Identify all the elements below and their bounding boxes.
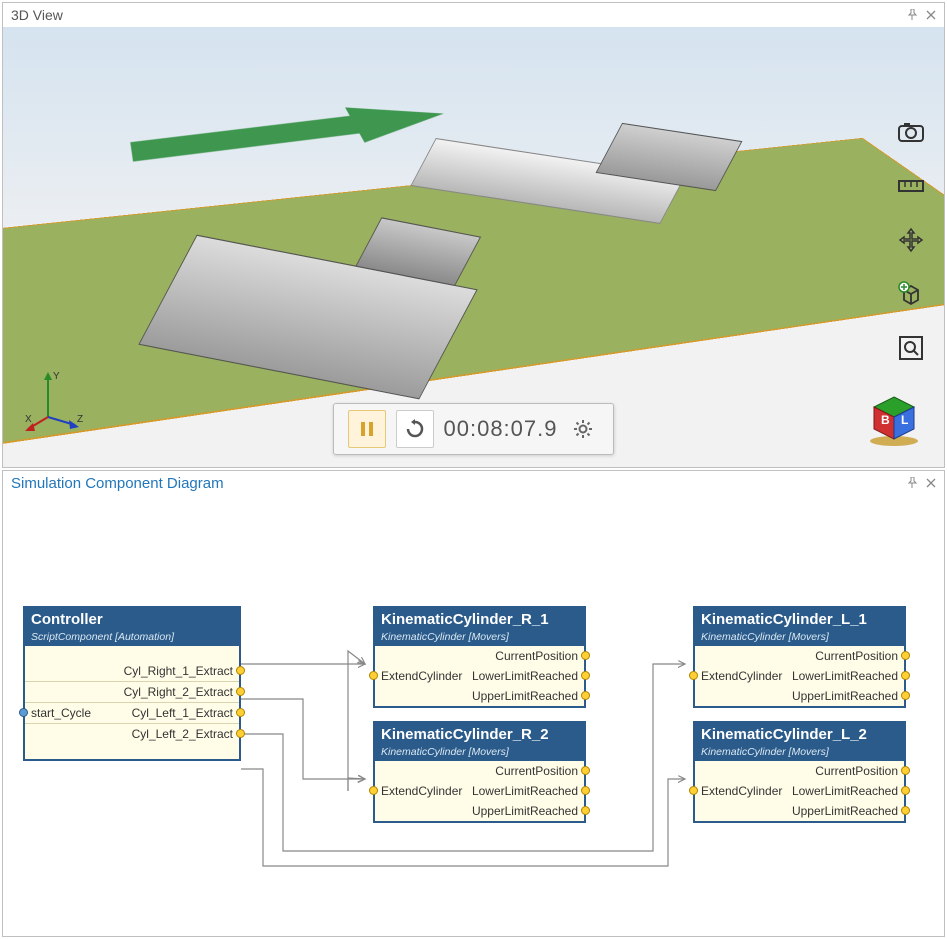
- node-subtitle: KinematicCylinder [Movers]: [375, 631, 584, 646]
- simulation-time: 00:08:07.9: [444, 416, 558, 442]
- pin-icon[interactable]: [907, 8, 918, 23]
- 3d-view-panel: 3D View Y X Z: [2, 2, 945, 468]
- add-box-icon[interactable]: [896, 279, 926, 309]
- pause-button[interactable]: [348, 410, 386, 448]
- 3d-viewport[interactable]: Y X Z B L 00:08:07.9: [3, 27, 944, 467]
- 3d-view-header: 3D View: [3, 3, 944, 27]
- move-icon[interactable]: [896, 225, 926, 255]
- close-icon[interactable]: [926, 476, 936, 491]
- node-l2[interactable]: KinematicCylinder_L_2KinematicCylinder […: [693, 721, 906, 823]
- node-r1[interactable]: KinematicCylinder_R_1KinematicCylinder […: [373, 606, 586, 708]
- close-icon[interactable]: [926, 8, 936, 23]
- viewcube-back: B: [881, 413, 890, 427]
- viewport-toolbar: [896, 117, 926, 363]
- settings-icon[interactable]: [567, 413, 599, 445]
- node-title: KinematicCylinder_L_2: [695, 723, 904, 746]
- axis-gizmo: Y X Z: [23, 367, 93, 437]
- view-cube[interactable]: B L: [866, 391, 922, 447]
- axis-x-label: X: [25, 414, 32, 425]
- pin-icon[interactable]: [907, 476, 918, 491]
- simulation-playbar: 00:08:07.9: [333, 403, 615, 455]
- measure-icon[interactable]: [896, 171, 926, 201]
- axis-y-label: Y: [53, 371, 60, 382]
- node-title: KinematicCylinder_R_1: [375, 608, 584, 631]
- node-subtitle: ScriptComponent [Automation]: [25, 631, 239, 646]
- zoom-fit-icon[interactable]: [896, 333, 926, 363]
- node-r2[interactable]: KinematicCylinder_R_2KinematicCylinder […: [373, 721, 586, 823]
- reset-button[interactable]: [396, 410, 434, 448]
- camera-icon[interactable]: [896, 117, 926, 147]
- diagram-header: Simulation Component Diagram: [3, 471, 944, 496]
- node-subtitle: KinematicCylinder [Movers]: [375, 746, 584, 761]
- node-subtitle: KinematicCylinder [Movers]: [695, 746, 904, 761]
- node-title: KinematicCylinder_L_1: [695, 608, 904, 631]
- node-title: KinematicCylinder_R_2: [375, 723, 584, 746]
- diagram-canvas[interactable]: ControllerScriptComponent [Automation]Cy…: [3, 496, 944, 936]
- node-title: Controller: [25, 608, 239, 631]
- axis-z-label: Z: [77, 414, 83, 425]
- diagram-title: Simulation Component Diagram: [11, 475, 224, 492]
- node-subtitle: KinematicCylinder [Movers]: [695, 631, 904, 646]
- viewcube-left: L: [901, 413, 908, 427]
- 3d-view-title: 3D View: [11, 7, 63, 23]
- diagram-panel: Simulation Component Diagram ControllerS…: [2, 470, 945, 937]
- node-controller[interactable]: ControllerScriptComponent [Automation]Cy…: [23, 606, 241, 761]
- node-l1[interactable]: KinematicCylinder_L_1KinematicCylinder […: [693, 606, 906, 708]
